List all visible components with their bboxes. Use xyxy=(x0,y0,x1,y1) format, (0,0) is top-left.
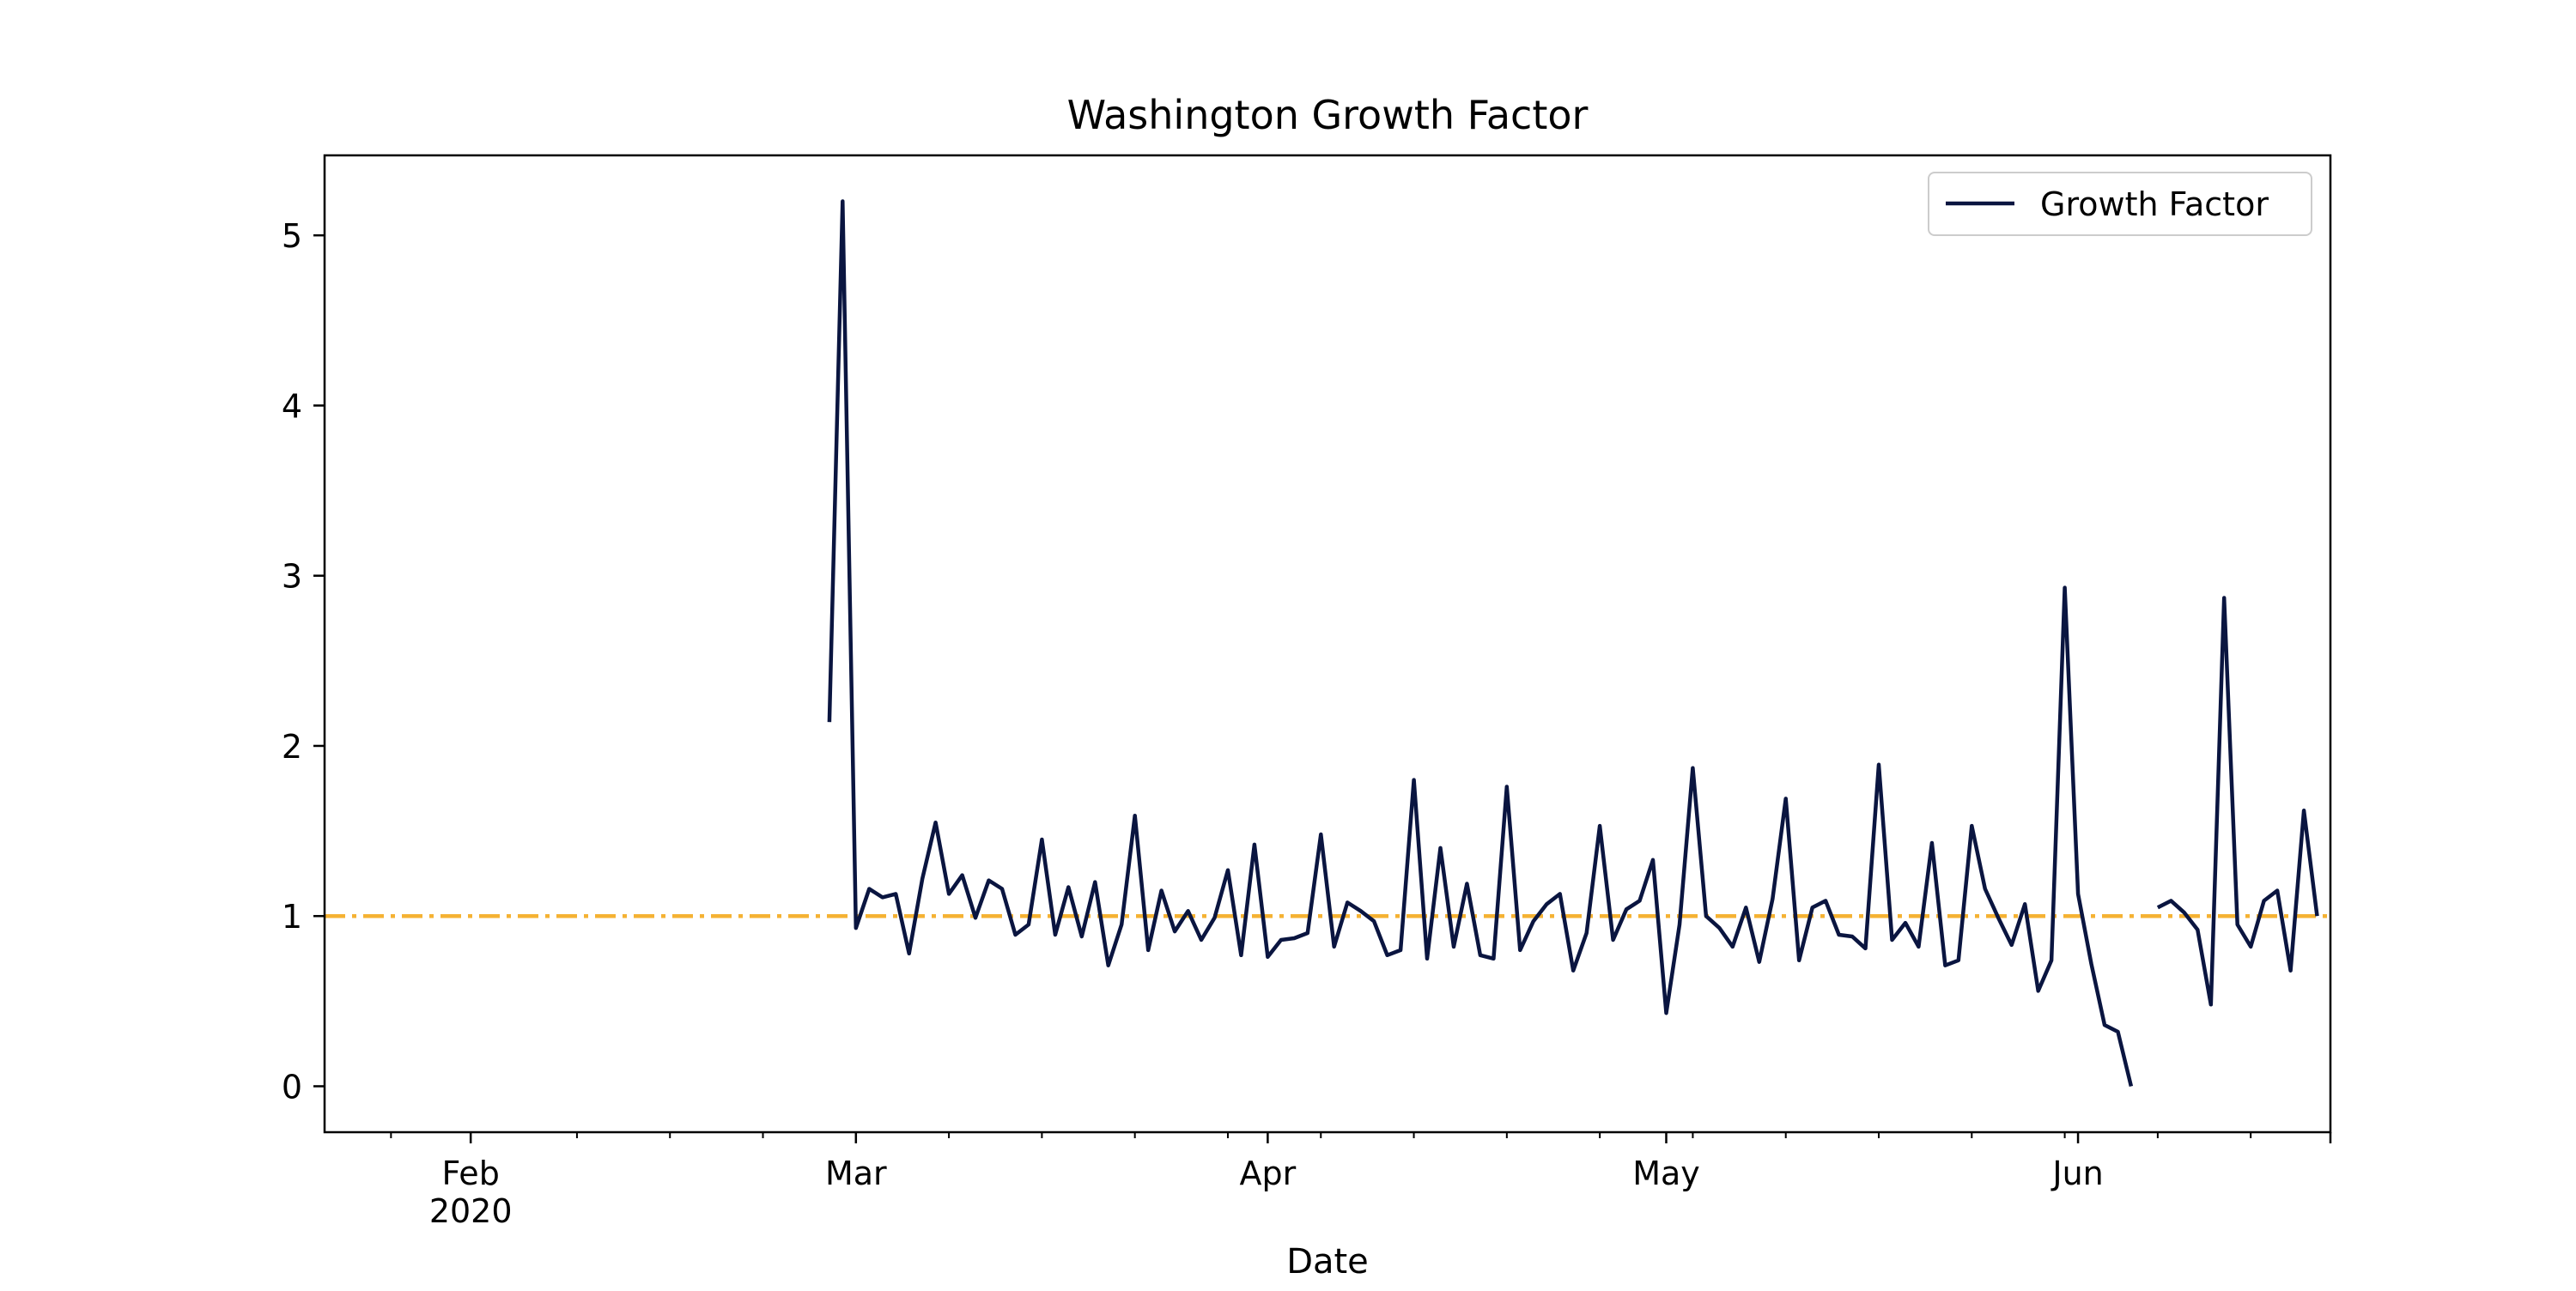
plot-frame xyxy=(323,154,2332,1134)
legend-label: Growth Factor xyxy=(2040,185,2269,223)
y-axis: 0 1 2 3 4 5 xyxy=(282,217,325,1106)
x-tick-label: Mar xyxy=(825,1155,887,1192)
x-tick-label: Jun xyxy=(2050,1155,2103,1192)
x-tick-sublabel: 2020 xyxy=(429,1192,513,1230)
series-line-segment xyxy=(2156,596,2319,1007)
x-tick-label: Apr xyxy=(1240,1155,1297,1192)
legend-box xyxy=(1928,172,2312,236)
x-axis-label: Date xyxy=(1286,1242,1369,1282)
y-tick-label: 5 xyxy=(282,217,302,255)
y-tick-label: 4 xyxy=(282,387,302,425)
plot-area xyxy=(325,199,2330,1088)
chart-title: Washington Growth Factor xyxy=(1067,92,1589,138)
series-line-segment xyxy=(827,199,2134,1088)
x-tick-label: Feb xyxy=(442,1155,500,1192)
x-tick-label: May xyxy=(1632,1155,1700,1192)
legend: Growth Factor xyxy=(1928,172,2312,236)
y-tick-label: 1 xyxy=(282,898,302,936)
y-tick-label: 3 xyxy=(282,558,302,596)
y-tick-label: 2 xyxy=(282,728,302,766)
y-tick-label: 0 xyxy=(282,1068,302,1106)
